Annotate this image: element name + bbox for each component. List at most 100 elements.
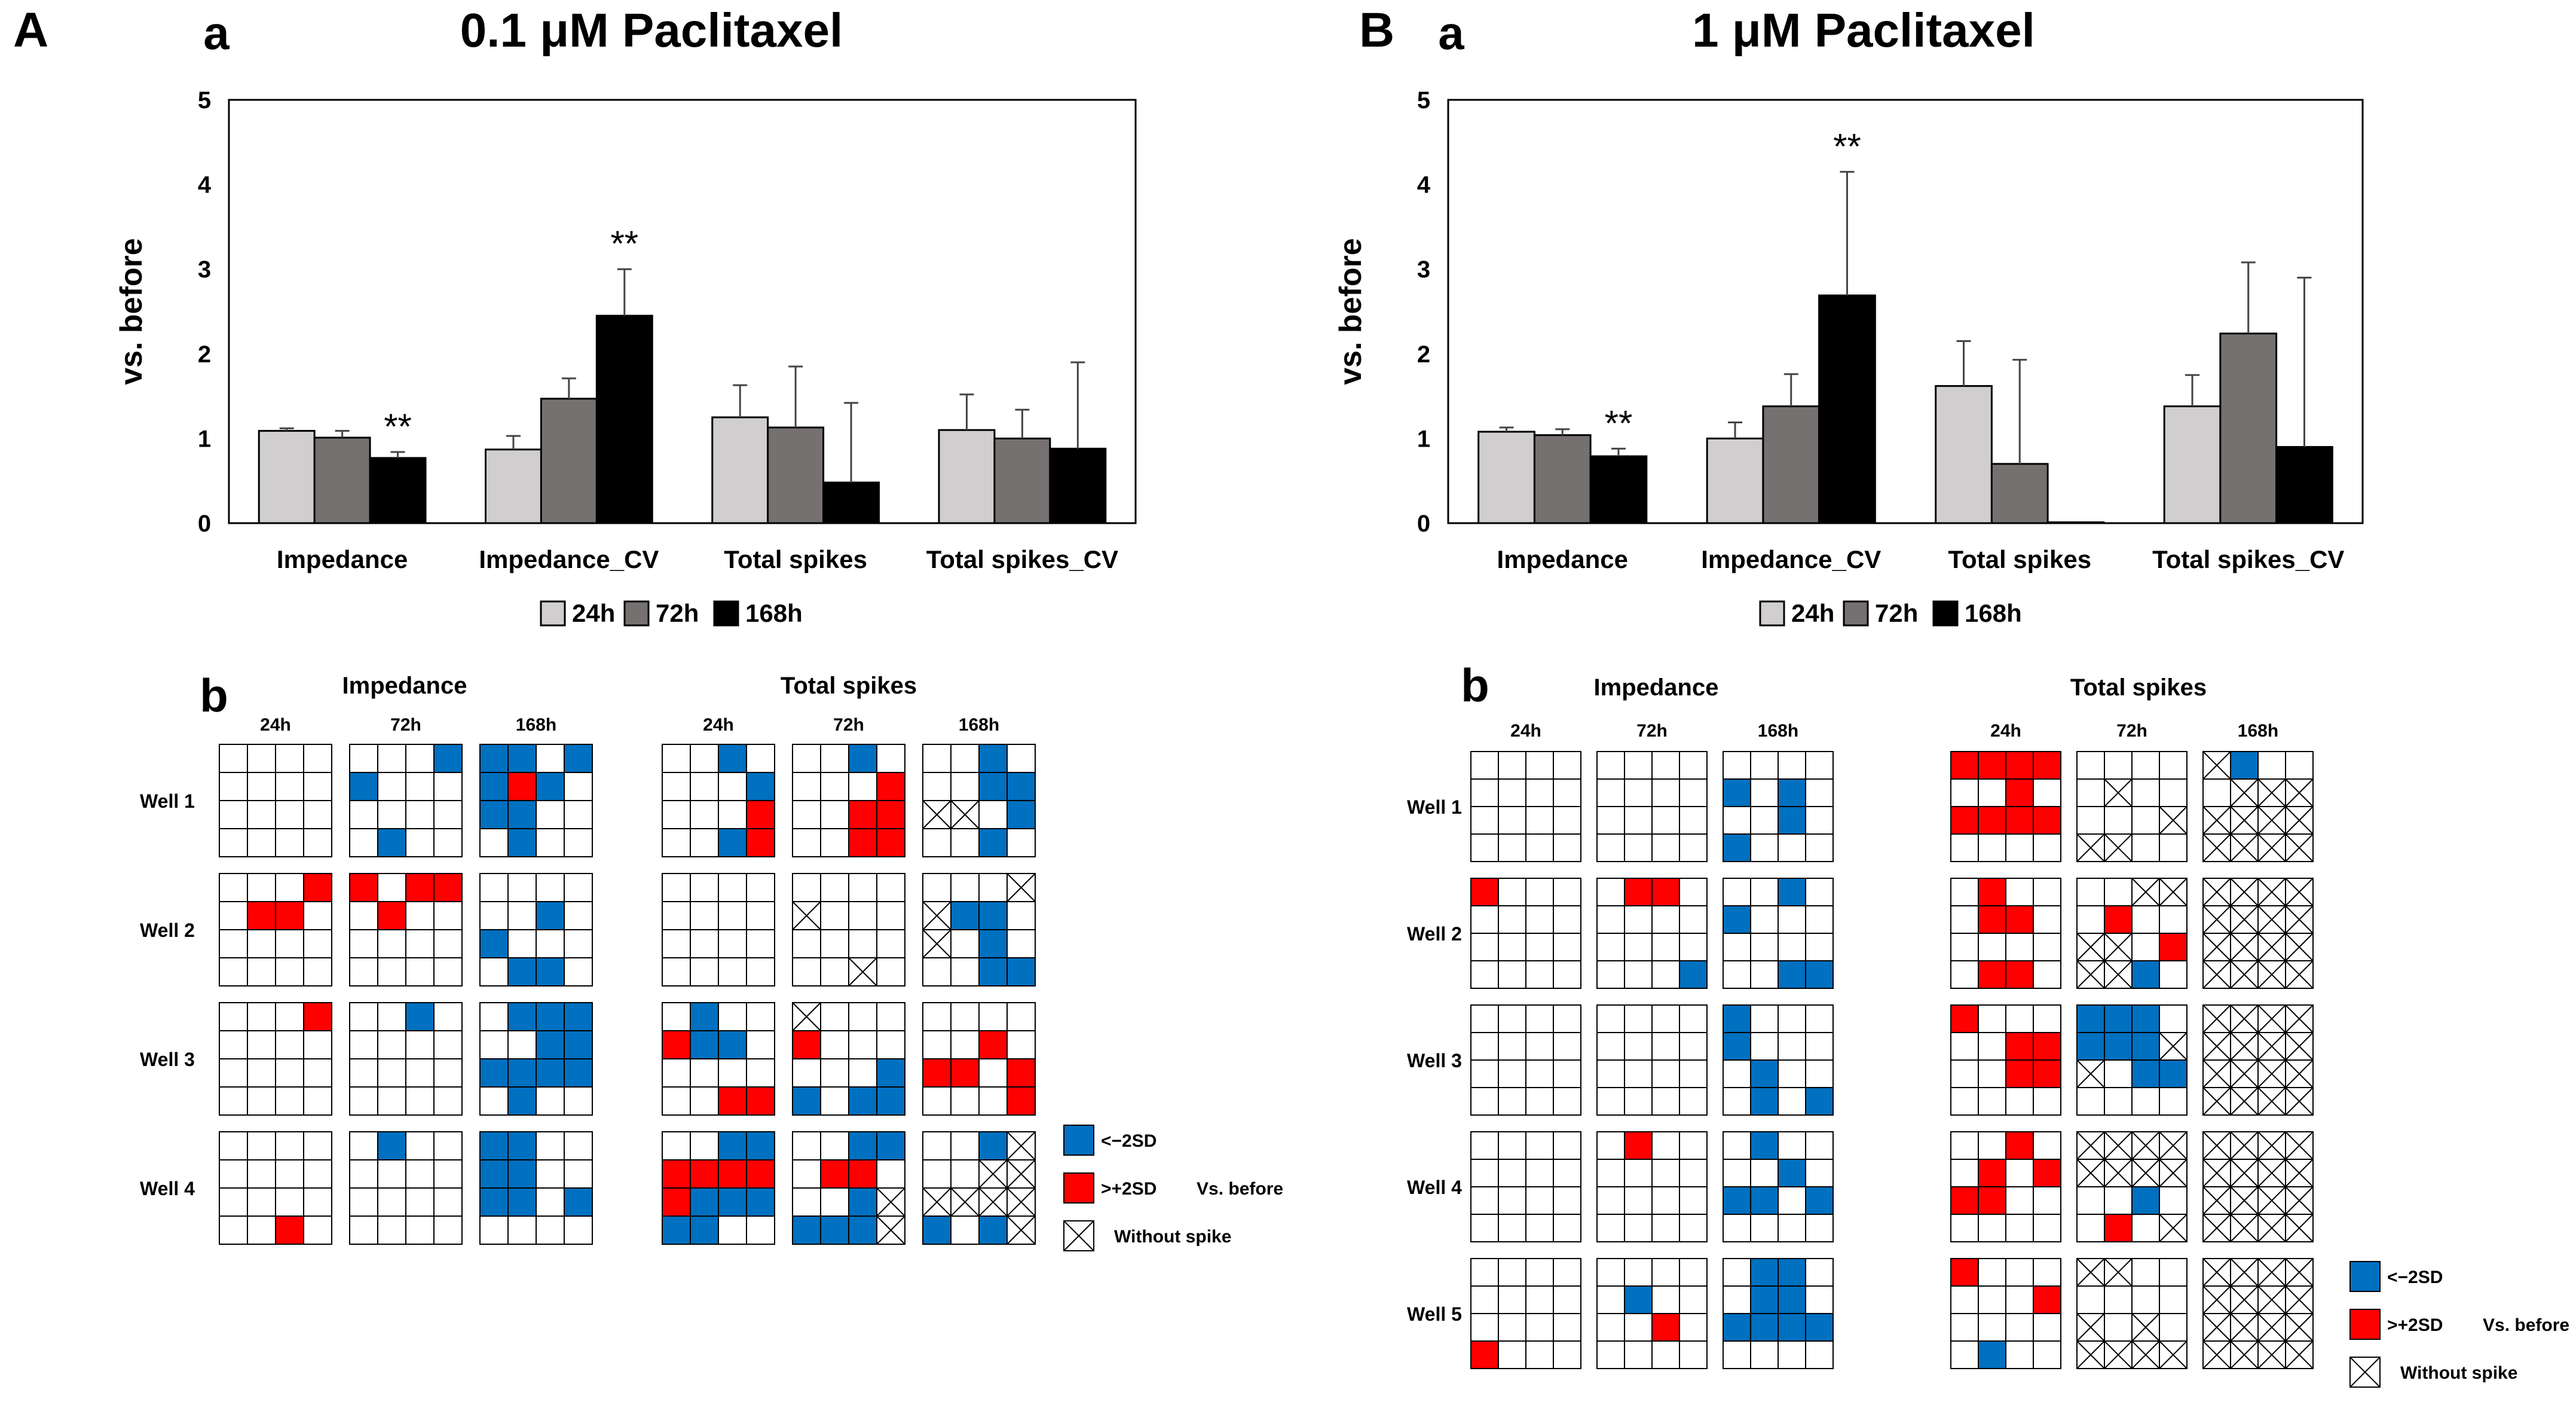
electrode-cell	[564, 1215, 593, 1245]
electrode-cell	[536, 800, 565, 829]
electrode-cell	[433, 1187, 463, 1217]
electrode-cell	[820, 1131, 849, 1160]
electrode-cell	[479, 873, 509, 902]
electrode-cell	[564, 929, 593, 958]
electrode-cell	[1470, 878, 1499, 906]
electrode-cell	[507, 828, 537, 857]
electrode-cell	[1978, 778, 2006, 807]
electrode-cell	[2104, 751, 2133, 780]
electrode-cell	[1553, 1214, 1581, 1242]
electrode-cell	[2005, 1059, 2034, 1088]
electrode-cell	[1596, 751, 1625, 780]
no-spike-cross	[2285, 1340, 2314, 1369]
electrode-cell	[275, 1215, 304, 1245]
electrode-cell	[1498, 751, 1526, 780]
electrode-cell	[1525, 1159, 1554, 1187]
electrode-cell	[1950, 1032, 1979, 1061]
electrode-cell	[349, 1159, 378, 1189]
no-spike-cross	[1006, 1187, 1036, 1217]
panel-letter: A	[13, 3, 48, 57]
no-spike-cross	[2202, 1285, 2231, 1314]
electrode-cell	[1805, 778, 1834, 807]
electrode-cell	[536, 1030, 565, 1059]
electrode-cell	[1750, 1159, 1779, 1187]
electrode-cell	[876, 744, 905, 773]
electrode-cell	[1525, 1258, 1554, 1287]
electrode-cell	[564, 1086, 593, 1116]
no-spike-cross	[2257, 1087, 2286, 1116]
electrode-cell	[1651, 1258, 1680, 1287]
electrode-cell	[1978, 1159, 2006, 1187]
electrode-cell	[507, 800, 537, 829]
no-spike-cross	[978, 1187, 1008, 1217]
electrode-cell	[2159, 1186, 2188, 1215]
electrode-cell	[690, 772, 719, 801]
section-title: Total spikes	[781, 673, 917, 699]
electrode-cell	[2159, 833, 2188, 862]
electrode-cell	[2005, 778, 2034, 807]
electrode-cell	[1978, 1285, 2006, 1314]
electrode-cell	[219, 1002, 248, 1031]
no-spike-cross	[2285, 778, 2314, 807]
no-spike-cross	[2159, 1131, 2188, 1160]
electrode-cell	[1750, 933, 1779, 961]
electrode-cell	[405, 1159, 435, 1189]
electrode-cell	[978, 901, 1008, 930]
electrode-cell	[1470, 933, 1499, 961]
electrode-cell	[219, 1058, 248, 1088]
electrode-cell	[377, 957, 406, 987]
electrode-cell	[1498, 1214, 1526, 1242]
electrode-cell	[690, 800, 719, 829]
electrode-cell	[536, 901, 565, 930]
electrode-cell	[746, 957, 775, 987]
electrode-cell	[303, 873, 332, 902]
bar-72h-1	[540, 398, 598, 524]
electrode-cell	[247, 957, 276, 987]
electrode-cell	[848, 1159, 877, 1189]
electrode-cell	[662, 1058, 691, 1088]
electrode-cell	[2131, 1059, 2160, 1088]
electrode-cell	[690, 1002, 719, 1031]
electrode-cell	[2076, 878, 2105, 906]
electrode-cell	[1723, 1340, 1751, 1369]
electrode-cell	[433, 800, 463, 829]
electrode-cell	[1006, 744, 1036, 773]
no-spike-cross	[2230, 1186, 2259, 1215]
significance-mark: **	[1833, 126, 1861, 166]
no-spike-cross	[2285, 1258, 2314, 1287]
panel-letter: B	[1359, 3, 1394, 57]
bar-24h-0	[258, 430, 316, 524]
electrode-cell	[922, 1086, 952, 1116]
electrode-cell	[978, 772, 1008, 801]
electrode-cell	[690, 1086, 719, 1116]
electrode-cell	[247, 1159, 276, 1189]
no-spike-cross	[2285, 1131, 2314, 1160]
electrode-cell	[1805, 933, 1834, 961]
electrode-cell	[275, 1058, 304, 1088]
electrode-cell	[1596, 1059, 1625, 1088]
legend-swatch-24h	[1759, 600, 1785, 627]
electrode-cell	[377, 1058, 406, 1088]
electrode-cell	[1498, 960, 1526, 989]
electrode-cell	[405, 772, 435, 801]
electrode-cell	[1978, 878, 2006, 906]
no-spike-cross	[2257, 1004, 2286, 1033]
electrode-cell	[377, 1131, 406, 1160]
legend-swatch-24h	[540, 600, 566, 627]
no-spike-cross	[2230, 1131, 2259, 1160]
no-spike-cross	[2076, 1313, 2105, 1342]
electrode-cell	[2159, 933, 2188, 961]
electrode-cell	[1679, 1059, 1708, 1088]
electrode-cell	[1978, 833, 2006, 862]
electrode-cell	[848, 1058, 877, 1088]
electrode-cell	[247, 1215, 276, 1245]
electrode-cell	[718, 1058, 747, 1088]
well-label: Well 3	[140, 1049, 195, 1070]
electrode-cell	[564, 1159, 593, 1189]
electrode-cell	[1950, 1087, 1979, 1116]
no-spike-cross	[2131, 878, 2160, 906]
electrode-cell	[718, 957, 747, 987]
electrode-cell	[746, 1187, 775, 1217]
no-spike-cross	[2202, 1340, 2231, 1369]
electrode-cell	[1525, 1313, 1554, 1342]
